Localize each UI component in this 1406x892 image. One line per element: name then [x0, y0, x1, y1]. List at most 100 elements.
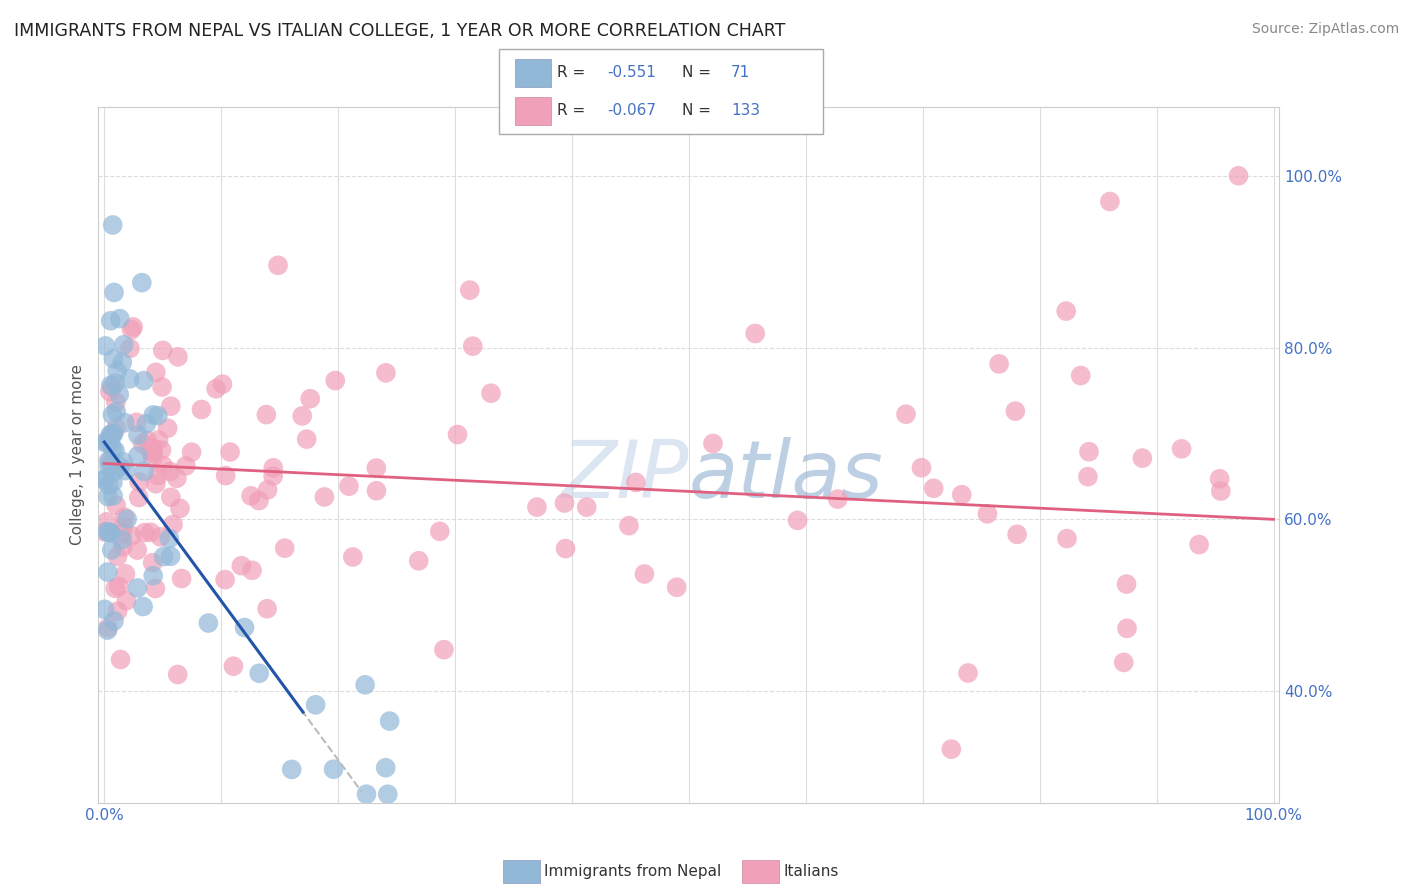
- Point: [174, 458, 197, 473]
- Point: [100, 314, 122, 328]
- Point: [267, 258, 290, 272]
- Point: [624, 475, 647, 490]
- Point: [256, 601, 278, 615]
- Point: [976, 507, 998, 521]
- Point: [104, 443, 127, 458]
- Point: [337, 479, 360, 493]
- Point: [111, 355, 134, 369]
- Point: [101, 426, 124, 441]
- Point: [366, 483, 388, 498]
- Point: [101, 427, 124, 442]
- Point: [314, 490, 336, 504]
- Point: [374, 761, 396, 775]
- Point: [94, 524, 117, 539]
- Point: [160, 490, 183, 504]
- Point: [132, 374, 155, 388]
- Point: [97, 453, 120, 467]
- Point: [100, 542, 122, 557]
- Text: atlas: atlas: [689, 437, 884, 515]
- Point: [1188, 537, 1211, 551]
- Point: [429, 524, 451, 539]
- Point: [103, 426, 125, 441]
- Point: [304, 698, 326, 712]
- Point: [1077, 469, 1099, 483]
- Point: [97, 490, 120, 504]
- Point: [354, 678, 377, 692]
- Point: [170, 572, 193, 586]
- Point: [214, 573, 236, 587]
- Point: [98, 459, 121, 474]
- Point: [233, 621, 256, 635]
- Point: [157, 532, 180, 546]
- Point: [139, 525, 162, 540]
- Point: [145, 582, 167, 596]
- Point: [744, 326, 766, 341]
- Point: [101, 475, 124, 490]
- Point: [97, 621, 120, 635]
- Point: [112, 519, 135, 533]
- Point: [356, 787, 378, 801]
- Point: [122, 320, 145, 334]
- Point: [617, 518, 640, 533]
- Point: [108, 579, 131, 593]
- Point: [1112, 656, 1135, 670]
- Point: [127, 543, 149, 558]
- Text: 71: 71: [731, 65, 751, 80]
- Point: [159, 464, 181, 478]
- Point: [127, 581, 149, 595]
- Point: [111, 526, 134, 541]
- Y-axis label: College, 1 year or more: College, 1 year or more: [70, 365, 86, 545]
- Point: [103, 285, 125, 300]
- Point: [112, 338, 135, 352]
- Point: [104, 395, 127, 409]
- Point: [408, 554, 430, 568]
- Point: [100, 427, 122, 442]
- Point: [575, 500, 598, 515]
- Point: [1054, 304, 1077, 318]
- Point: [247, 666, 270, 681]
- Point: [112, 510, 135, 524]
- Point: [231, 558, 253, 573]
- Point: [107, 549, 129, 564]
- Point: [150, 442, 173, 457]
- Point: [114, 464, 136, 478]
- Point: [219, 445, 242, 459]
- Point: [1070, 368, 1092, 383]
- Point: [114, 416, 136, 430]
- Point: [145, 476, 167, 491]
- Point: [142, 451, 165, 466]
- Point: [1208, 472, 1230, 486]
- Point: [134, 465, 156, 479]
- Point: [96, 434, 118, 449]
- Point: [142, 408, 165, 422]
- Point: [1005, 527, 1028, 541]
- Point: [458, 283, 481, 297]
- Point: [94, 471, 117, 485]
- Point: [323, 374, 346, 388]
- Point: [256, 483, 278, 497]
- Point: [101, 489, 124, 503]
- Point: [1115, 577, 1137, 591]
- Point: [322, 762, 344, 776]
- Point: [433, 642, 456, 657]
- Point: [957, 665, 980, 680]
- Point: [93, 473, 115, 487]
- Text: ZIP: ZIP: [561, 437, 689, 515]
- Point: [988, 357, 1011, 371]
- Point: [1130, 451, 1153, 466]
- Point: [107, 604, 129, 618]
- Point: [633, 566, 655, 581]
- Text: -0.067: -0.067: [607, 103, 657, 119]
- Point: [118, 342, 141, 356]
- Point: [105, 421, 128, 435]
- Text: R =: R =: [557, 65, 591, 80]
- Point: [111, 533, 134, 547]
- Point: [149, 530, 172, 544]
- Point: [273, 541, 295, 556]
- Point: [131, 276, 153, 290]
- Point: [101, 442, 124, 456]
- Point: [128, 475, 150, 489]
- Point: [446, 427, 468, 442]
- Point: [1078, 444, 1101, 458]
- Point: [1209, 484, 1232, 499]
